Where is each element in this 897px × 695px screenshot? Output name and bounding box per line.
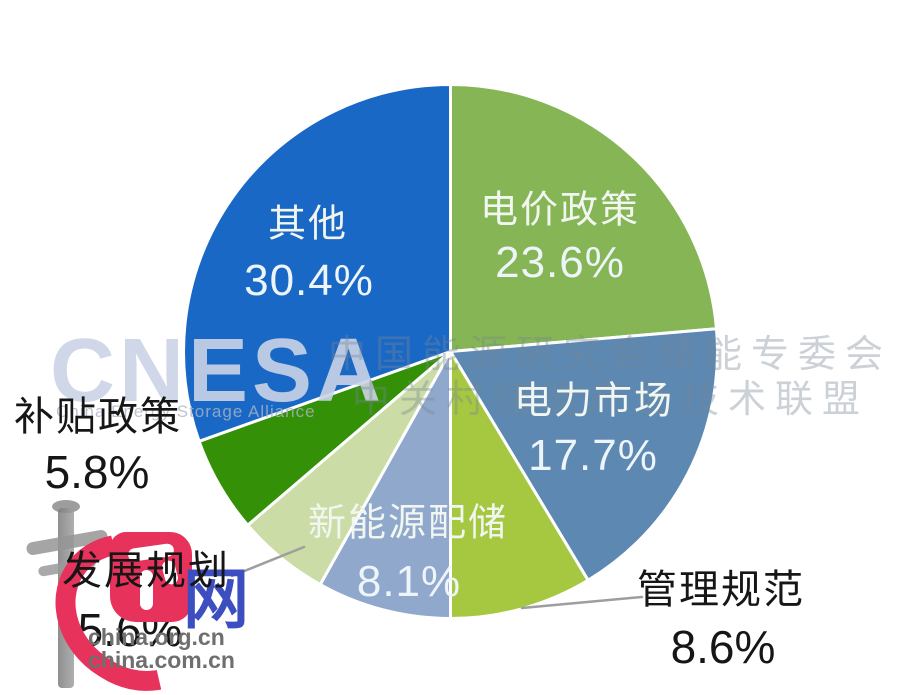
china-org-cn-text: china.org.cn bbox=[88, 624, 225, 650]
pie-slice-6 bbox=[182, 83, 452, 443]
slice-label-other: 其他 bbox=[267, 203, 349, 246]
leader-line-0 bbox=[520, 595, 644, 610]
slice-label-power-market: 电力市场 bbox=[513, 380, 675, 423]
slice-label-price-policy: 电价政策 bbox=[479, 189, 641, 232]
leader-line-1 bbox=[230, 545, 306, 578]
pillar-watermark bbox=[58, 508, 74, 688]
pie-slice-0 bbox=[449, 83, 718, 353]
slice-pct-other: 30.4% bbox=[244, 256, 374, 305]
china-net-logo-seal bbox=[110, 532, 192, 622]
slice-pct-power-market: 17.7% bbox=[528, 431, 658, 480]
slice-label-subsidy-policy: 补贴政策 bbox=[14, 395, 182, 439]
slice-pct-renewable-storage: 8.1% bbox=[356, 557, 462, 606]
pie-slice-1 bbox=[449, 327, 719, 582]
watermark-line-2: 中关村储能产业技术联盟 bbox=[352, 379, 870, 421]
pie-slice-3 bbox=[318, 350, 452, 620]
cnesa-watermark-text: CNESA bbox=[50, 321, 386, 421]
china-com-cn-text: china.com.cn bbox=[88, 647, 235, 673]
china-net-logo-seal-mark bbox=[140, 570, 153, 610]
cnesa-watermark-caption: China Energy Storage Alliance bbox=[56, 402, 316, 421]
slice-label-management-norms: 管理规范 bbox=[637, 568, 805, 612]
china-net-logo-char: 网 bbox=[183, 562, 249, 636]
watermark-line-1: 中国能源研究会储能专委会 bbox=[328, 334, 893, 376]
slice-pct-management-norms: 8.6% bbox=[670, 621, 776, 673]
slice-label-development-plan: 发展规划 bbox=[62, 549, 230, 593]
slice-pct-subsidy-policy: 5.8% bbox=[44, 446, 150, 498]
slice-pct-price-policy: 23.6% bbox=[495, 238, 625, 287]
slice-label-renewable-storage: 新能源配储 bbox=[307, 502, 509, 545]
